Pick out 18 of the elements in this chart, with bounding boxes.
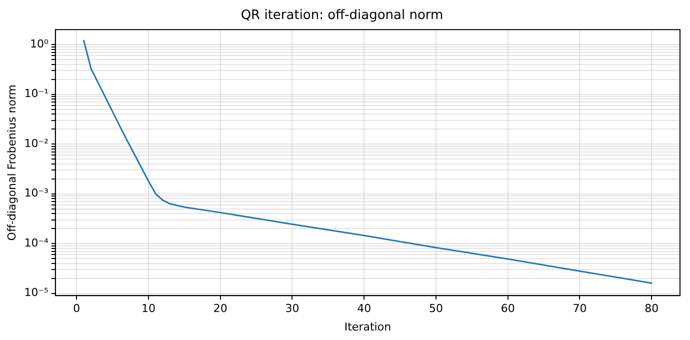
y-tick-label: 10⁻¹ [24, 87, 48, 100]
x-axis-title: Iteration [344, 320, 392, 334]
x-tick-label: 60 [500, 302, 515, 316]
y-tick-label: 10⁻⁴ [24, 236, 49, 250]
x-tick-label: 70 [572, 302, 587, 316]
y-tick-label: 10⁻³ [24, 186, 48, 200]
y-axis-title: Off-diagonal Frobenius norm [5, 84, 18, 241]
x-tick-label: 80 [644, 302, 659, 316]
y-tick-label: 10⁻⁵ [24, 286, 48, 300]
x-tick-label: 50 [428, 302, 443, 316]
chart-title: QR iteration: off-diagonal norm [240, 8, 444, 24]
x-tick-label: 10 [141, 302, 156, 316]
x-tick-label: 0 [73, 302, 80, 316]
x-tick-label: 40 [357, 302, 372, 316]
x-tick-label: 30 [285, 302, 300, 316]
x-tick-label: 20 [213, 302, 228, 316]
y-tick-label: 10⁰ [30, 37, 49, 50]
y-tick-label: 10⁻² [24, 136, 48, 150]
